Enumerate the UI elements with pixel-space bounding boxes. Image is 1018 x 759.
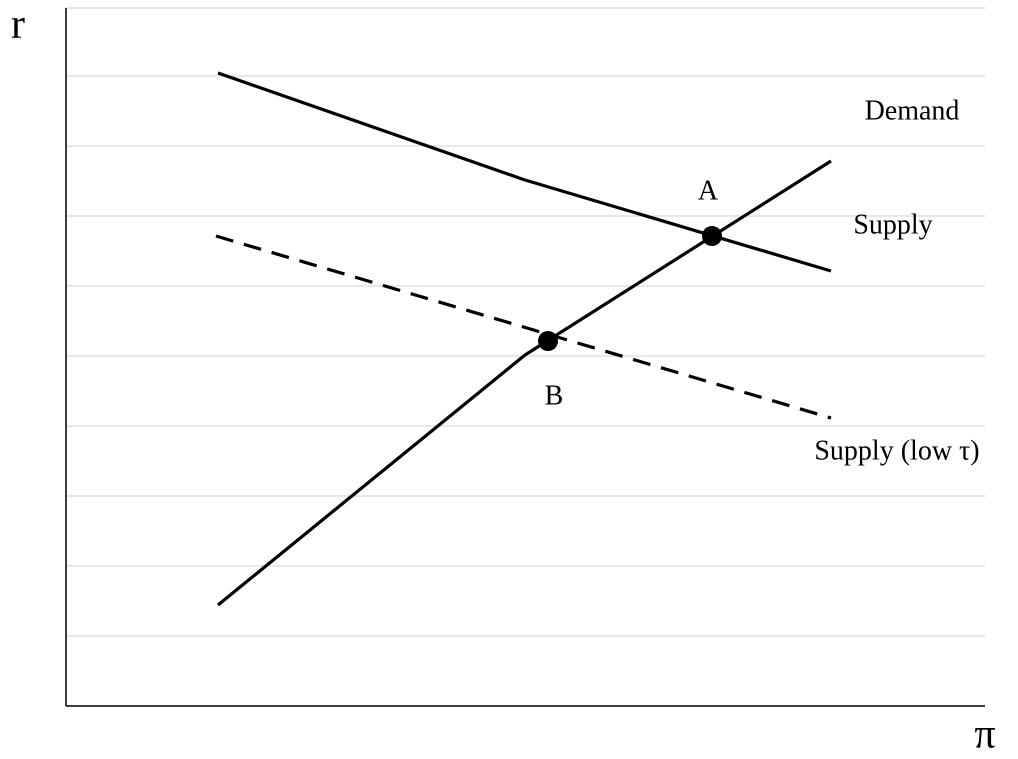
- point-label: B: [545, 380, 564, 411]
- point-b: [538, 331, 558, 351]
- curve-label: Supply: [853, 209, 932, 240]
- upward-curve: [216, 159, 832, 607]
- y-axis-label: r: [11, 2, 25, 48]
- curve-label: Supply (low τ): [814, 435, 979, 466]
- downward-curve: [217, 71, 832, 273]
- point-label: A: [698, 175, 719, 206]
- x-axis-label: π: [974, 712, 995, 758]
- grid: [66, 7, 985, 637]
- point-a: [702, 226, 722, 246]
- dashed-curve: [215, 234, 832, 420]
- curve-label: Demand: [865, 95, 960, 126]
